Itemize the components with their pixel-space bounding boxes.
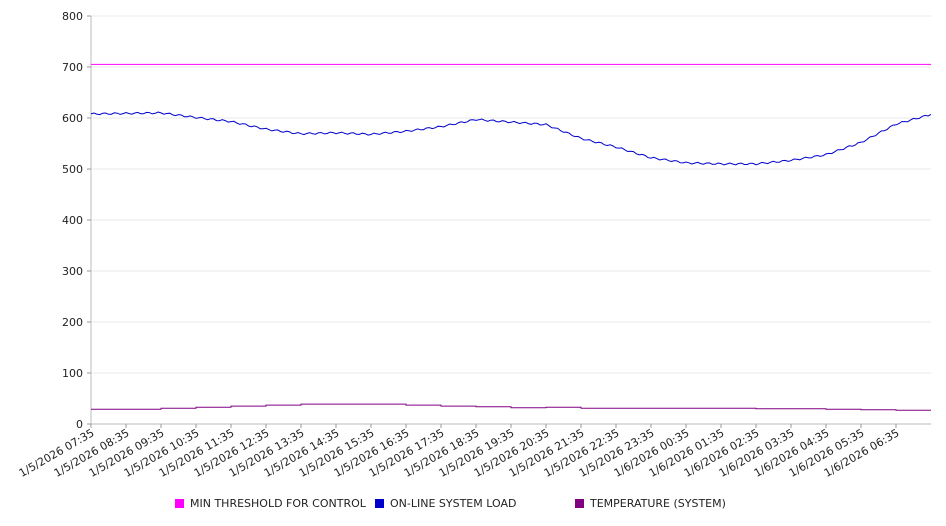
y-tick-label: 0 bbox=[76, 418, 83, 431]
y-tick-label: 100 bbox=[62, 367, 83, 380]
grid-lines bbox=[91, 15, 931, 374]
legend-swatch bbox=[375, 499, 384, 508]
legend-label: MIN THRESHOLD FOR CONTROL bbox=[190, 497, 366, 510]
y-tick-label: 700 bbox=[62, 61, 83, 74]
y-axis-ticks: 0 100 200 300 400 500 600 700 800 bbox=[62, 10, 91, 431]
y-tick-label: 800 bbox=[62, 10, 83, 23]
legend-swatch bbox=[575, 499, 584, 508]
x-axis-ticks: 1/5/2026 07:351/5/2026 08:351/5/2026 09:… bbox=[17, 424, 902, 480]
legend-item-system-load: ON-LINE SYSTEM LOAD bbox=[375, 497, 516, 510]
y-tick-label: 500 bbox=[62, 163, 83, 176]
legend-item-min-threshold: MIN THRESHOLD FOR CONTROL bbox=[175, 497, 366, 510]
y-tick-label: 600 bbox=[62, 112, 83, 125]
legend-swatch bbox=[175, 499, 184, 508]
legend-item-temperature: TEMPERATURE (SYSTEM) bbox=[575, 497, 726, 510]
series-lines bbox=[90, 63, 932, 411]
y-tick-label: 300 bbox=[62, 265, 83, 278]
y-tick-label: 400 bbox=[62, 214, 83, 227]
legend: MIN THRESHOLD FOR CONTROL ON-LINE SYSTEM… bbox=[0, 497, 946, 515]
legend-label: TEMPERATURE (SYSTEM) bbox=[590, 497, 726, 510]
y-tick-label: 200 bbox=[62, 316, 83, 329]
series-line-2 bbox=[91, 403, 931, 411]
series-line-1 bbox=[90, 111, 932, 166]
legend-label: ON-LINE SYSTEM LOAD bbox=[390, 497, 517, 510]
